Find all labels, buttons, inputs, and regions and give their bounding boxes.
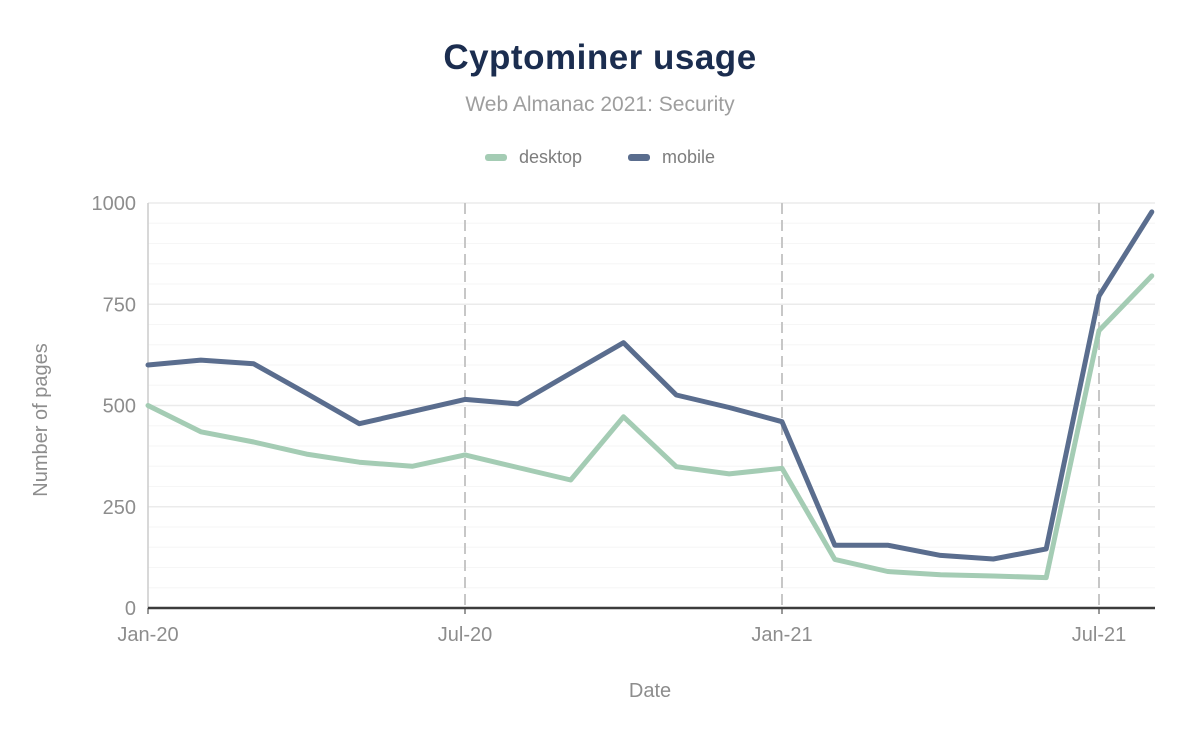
x-axis-title: Date [629, 680, 671, 702]
x-tick-label: Jul-21 [1072, 624, 1126, 646]
mobile-line [145, 209, 1155, 562]
chart-header: Cyptominer usage Web Almanac 2021: Secur… [0, 38, 1200, 168]
y-tick-label: 0 [125, 598, 136, 620]
y-axis-title: Number of pages [30, 343, 52, 496]
x-tick-label: Jul-20 [438, 624, 492, 646]
chart-title: Cyptominer usage [443, 38, 757, 77]
legend-item-desktop[interactable]: desktop [484, 147, 582, 168]
desktop-line [145, 273, 1155, 581]
x-tick-label: Jan-20 [117, 624, 178, 646]
legend-item-mobile[interactable]: mobile [628, 147, 715, 168]
y-tick-label: 750 [103, 294, 136, 316]
x-tick-label: Jan-21 [751, 624, 812, 646]
legend-label-desktop: desktop [518, 147, 582, 167]
y-tick-label: 250 [103, 497, 136, 519]
y-tick-label: 1000 [92, 193, 137, 215]
mobile-series-swatch [628, 154, 650, 161]
desktop-series-swatch [484, 154, 507, 161]
chart-subtitle: Web Almanac 2021: Security [465, 93, 735, 116]
legend-label-mobile: mobile [662, 147, 716, 167]
legend: desktop mobile [484, 147, 715, 168]
y-tick-label: 500 [103, 396, 136, 418]
